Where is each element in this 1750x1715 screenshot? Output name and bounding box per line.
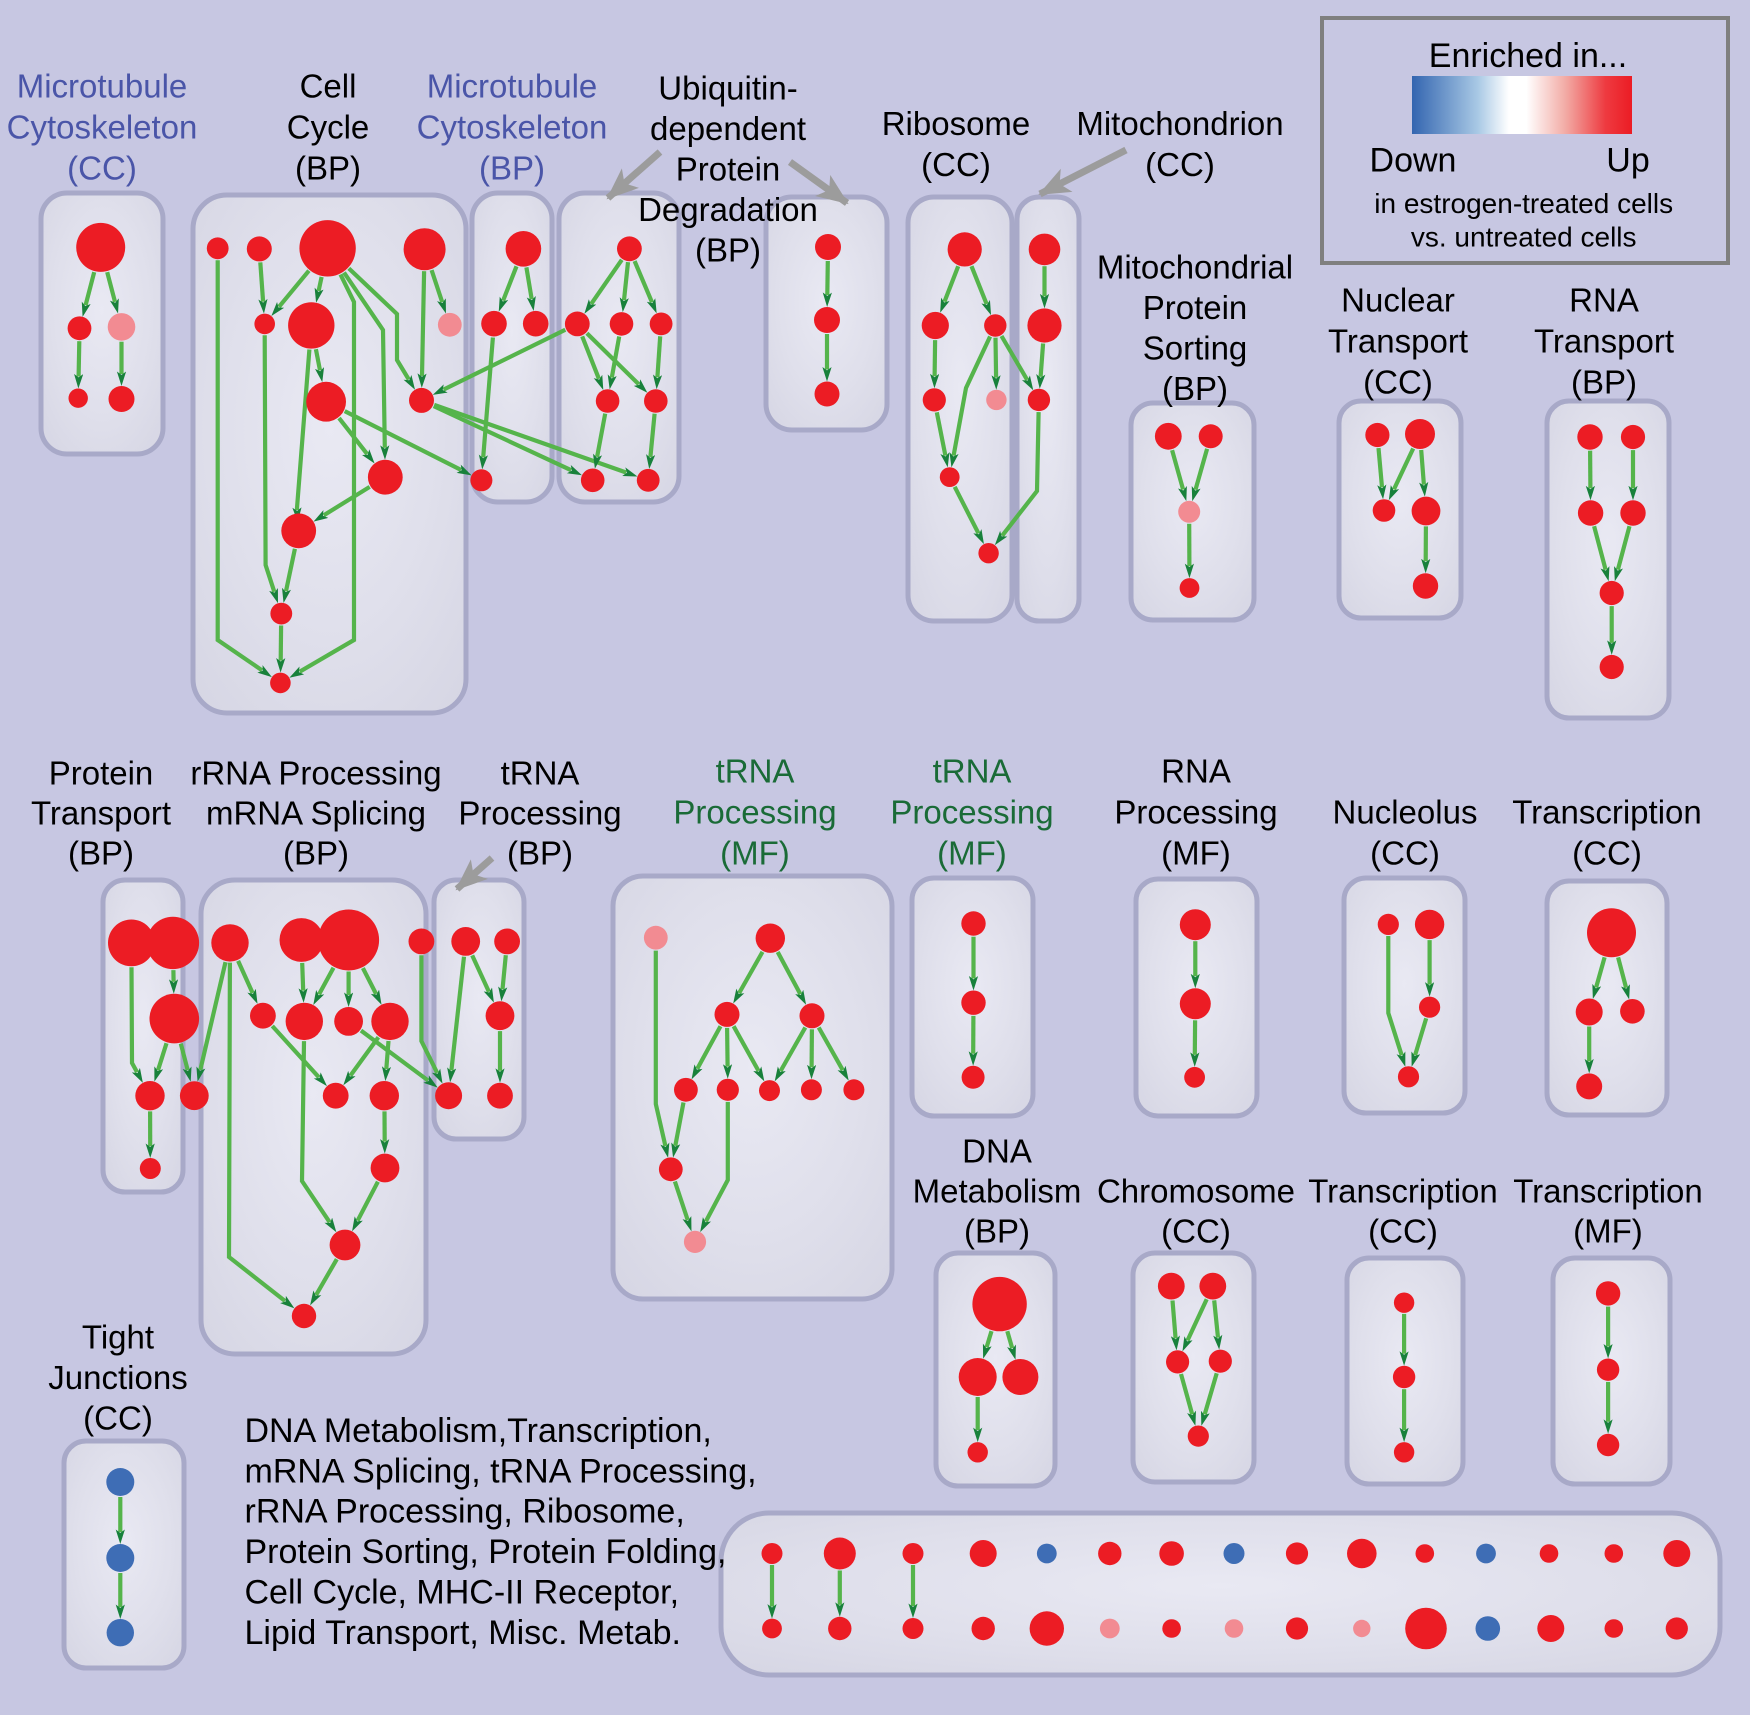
- svg-text:Transport: Transport: [1534, 323, 1674, 360]
- svg-text:Sorting: Sorting: [1143, 330, 1248, 367]
- svg-text:(CC): (CC): [921, 146, 991, 183]
- svg-text:Protein: Protein: [676, 151, 781, 188]
- svg-text:(MF): (MF): [937, 835, 1007, 872]
- svg-text:(BP): (BP): [695, 232, 761, 269]
- svg-text:Junctions: Junctions: [48, 1359, 187, 1396]
- svg-text:(CC): (CC): [1363, 364, 1433, 401]
- svg-text:vs. untreated cells: vs. untreated cells: [1411, 221, 1637, 252]
- svg-text:Cycle: Cycle: [287, 109, 370, 146]
- svg-text:Mitochondrial: Mitochondrial: [1097, 249, 1293, 286]
- svg-text:RNA: RNA: [1569, 282, 1639, 319]
- svg-text:rRNA Processing: rRNA Processing: [190, 755, 441, 792]
- svg-text:tRNA: tRNA: [933, 753, 1012, 790]
- svg-text:Microtubule: Microtubule: [427, 68, 598, 105]
- svg-text:Cell: Cell: [300, 68, 357, 105]
- svg-text:(BP): (BP): [507, 835, 573, 872]
- svg-text:Cytoskeleton: Cytoskeleton: [417, 109, 608, 146]
- svg-text:(CC): (CC): [1161, 1213, 1231, 1250]
- svg-text:Chromosome: Chromosome: [1097, 1173, 1295, 1210]
- svg-text:Protein: Protein: [1143, 289, 1248, 326]
- svg-text:(MF): (MF): [720, 835, 790, 872]
- svg-text:(CC): (CC): [1370, 835, 1440, 872]
- svg-text:Transport: Transport: [31, 795, 171, 832]
- svg-text:(CC): (CC): [1572, 835, 1642, 872]
- svg-text:Nuclear: Nuclear: [1341, 282, 1455, 319]
- svg-text:mRNA Splicing: mRNA Splicing: [206, 795, 426, 832]
- svg-text:dependent: dependent: [650, 110, 806, 147]
- svg-text:Down: Down: [1370, 141, 1457, 179]
- svg-text:(CC): (CC): [1368, 1213, 1438, 1250]
- svg-text:DNA Metabolism,Transcription,: DNA Metabolism,Transcription,: [245, 1412, 712, 1450]
- svg-text:(CC): (CC): [83, 1400, 153, 1437]
- svg-text:(MF): (MF): [1573, 1213, 1643, 1250]
- svg-text:Nucleolus: Nucleolus: [1333, 794, 1478, 831]
- svg-text:rRNA Processing, Ribosome,: rRNA Processing, Ribosome,: [245, 1493, 685, 1531]
- svg-text:Tight: Tight: [82, 1319, 154, 1356]
- svg-text:tRNA: tRNA: [716, 753, 795, 790]
- svg-text:(CC): (CC): [67, 150, 137, 187]
- svg-text:Processing: Processing: [458, 795, 621, 832]
- svg-text:Degradation: Degradation: [638, 191, 818, 228]
- svg-text:(BP): (BP): [295, 150, 361, 187]
- svg-text:Enriched in...: Enriched in...: [1429, 37, 1627, 75]
- svg-text:(BP): (BP): [479, 150, 545, 187]
- svg-text:Processing: Processing: [673, 794, 836, 831]
- svg-text:Transport: Transport: [1328, 323, 1468, 360]
- svg-text:Up: Up: [1606, 141, 1649, 179]
- svg-text:tRNA: tRNA: [501, 755, 580, 792]
- svg-text:Transcription: Transcription: [1308, 1173, 1498, 1210]
- svg-text:(BP): (BP): [68, 835, 134, 872]
- svg-text:Cytoskeleton: Cytoskeleton: [7, 109, 198, 146]
- svg-text:Transcription: Transcription: [1512, 794, 1702, 831]
- svg-text:Lipid Transport, Misc. Metab.: Lipid Transport, Misc. Metab.: [245, 1614, 682, 1652]
- svg-text:(BP): (BP): [964, 1213, 1030, 1250]
- svg-text:Processing: Processing: [890, 794, 1053, 831]
- svg-text:RNA: RNA: [1161, 753, 1231, 790]
- svg-text:Ubiquitin-: Ubiquitin-: [658, 70, 797, 107]
- svg-text:Protein: Protein: [49, 755, 154, 792]
- svg-text:(BP): (BP): [283, 835, 349, 872]
- svg-text:(BP): (BP): [1571, 364, 1637, 401]
- svg-text:Mitochondrion: Mitochondrion: [1076, 105, 1283, 142]
- svg-text:Microtubule: Microtubule: [17, 68, 188, 105]
- svg-text:(MF): (MF): [1161, 835, 1231, 872]
- svg-text:DNA: DNA: [962, 1133, 1032, 1170]
- svg-text:Transcription: Transcription: [1513, 1173, 1703, 1210]
- svg-text:(BP): (BP): [1162, 370, 1228, 407]
- svg-text:Metabolism: Metabolism: [913, 1173, 1082, 1210]
- svg-text:Processing: Processing: [1114, 794, 1277, 831]
- svg-text:Cell Cycle, MHC-II Receptor,: Cell Cycle, MHC-II Receptor,: [245, 1574, 680, 1612]
- svg-text:mRNA Splicing, tRNA Processing: mRNA Splicing, tRNA Processing,: [245, 1452, 757, 1490]
- svg-text:(CC): (CC): [1145, 146, 1215, 183]
- svg-text:Protein Sorting, Protein Foldi: Protein Sorting, Protein Folding,: [245, 1533, 727, 1571]
- svg-text:Ribosome: Ribosome: [882, 105, 1031, 142]
- svg-text:in estrogen-treated cells: in estrogen-treated cells: [1374, 188, 1673, 219]
